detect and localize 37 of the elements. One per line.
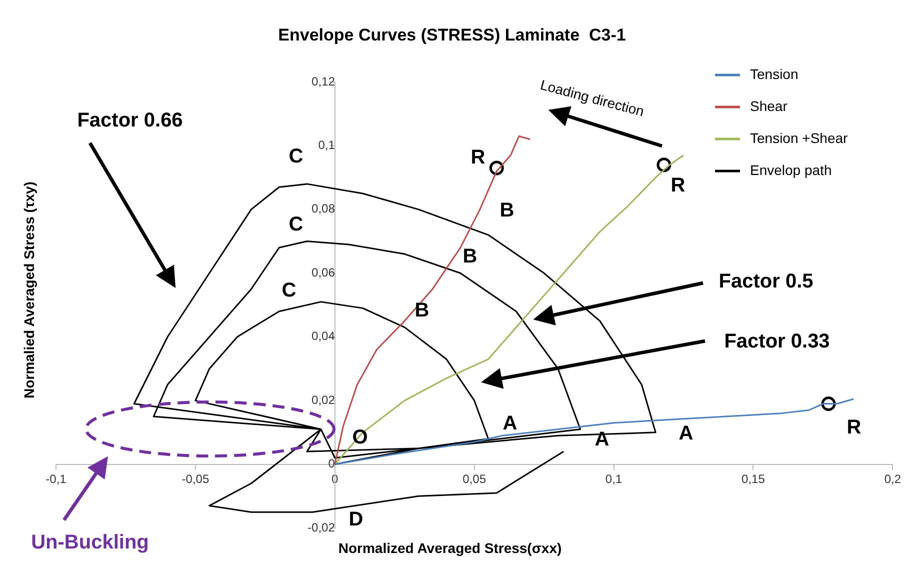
x-axis-title: Normalized Averaged Stress(σxx)	[338, 540, 562, 556]
x-tick-label: -0,05	[182, 472, 210, 486]
legend-label: Shear	[750, 98, 788, 114]
y-tick-label: 0,12	[312, 74, 336, 88]
x-tick-label: 0,2	[884, 472, 902, 486]
x-tick-label: -0,1	[46, 472, 67, 486]
y-axis-title: Normalied Averaged Stress (τxy)	[20, 182, 37, 398]
chart-title: Envelope Curves (STRESS) Laminate C3-1	[278, 26, 626, 45]
annotation: D	[348, 508, 364, 531]
annotation: Factor 0.66	[77, 110, 183, 132]
annotation: C	[282, 280, 296, 302]
legend-label: Tension	[750, 66, 798, 82]
annotation: C	[288, 214, 304, 236]
y-tick-label: 0	[328, 456, 336, 471]
y-tick-label: 0,08	[312, 202, 336, 216]
y-tick-label: -0,02	[308, 520, 336, 534]
annotation: B	[500, 200, 514, 222]
text: Un-Buckling	[31, 532, 149, 554]
legend-label: Envelop path	[750, 162, 832, 178]
annotation: A	[502, 412, 518, 435]
x-tick-label: 0,1	[605, 472, 622, 486]
y-tick-label: 0,1	[318, 138, 336, 152]
x-tick-label: 0,15	[742, 472, 766, 486]
annotation: Factor 0.5	[718, 270, 814, 293]
annotation: B	[462, 246, 478, 268]
x-tick-label: 0,05	[462, 472, 486, 486]
y-tick-label: 0,04	[312, 329, 336, 344]
annotation: B	[414, 300, 430, 322]
legend-label: Tension +Shear	[750, 130, 848, 146]
annotation: R	[670, 174, 686, 197]
annotation: C	[288, 146, 304, 168]
annotation: Factor 0.33	[724, 330, 830, 353]
annotation: R	[470, 146, 486, 169]
annotation: R	[846, 416, 862, 439]
y-tick-label: 0,02	[312, 392, 336, 407]
y-tick-label: 0,06	[312, 265, 336, 280]
annotation: A	[678, 422, 694, 445]
